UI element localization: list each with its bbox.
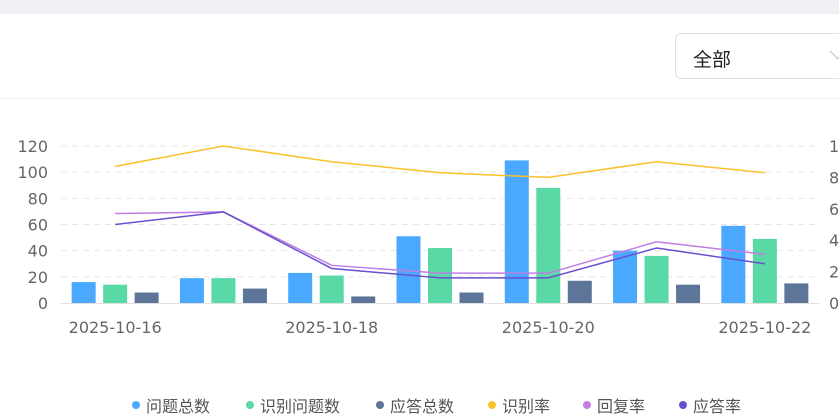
bar-识别问题数 bbox=[752, 238, 777, 303]
bar-应答总数 bbox=[351, 296, 376, 303]
x-tick-label: 2025-10-22 bbox=[718, 318, 811, 337]
legend-item[interactable]: 回复率 bbox=[583, 393, 645, 417]
y-right-tick-label: 20 bbox=[829, 263, 839, 282]
legend-dot-icon bbox=[583, 401, 591, 409]
y-left-tick-label: 0 bbox=[38, 294, 48, 313]
legend-item[interactable]: 识别问题数 bbox=[246, 393, 340, 417]
y-right-tick-label: 40 bbox=[829, 231, 839, 250]
legend-label: 应答总数 bbox=[390, 397, 455, 416]
bar-应答总数 bbox=[676, 284, 701, 303]
x-tick-label: 2025-10-18 bbox=[285, 318, 378, 337]
y-left-tick-label: 20 bbox=[28, 268, 48, 287]
chart-legend: 问题总数 识别问题数 应答总数 识别率 回复率 应答率 bbox=[0, 393, 839, 416]
y-right-tick-label: 100 bbox=[829, 137, 839, 156]
legend-label: 识别率 bbox=[502, 397, 551, 416]
filter-select-value: 全部 bbox=[693, 49, 732, 71]
bar-应答总数 bbox=[242, 288, 267, 303]
legend-item[interactable]: 应答总数 bbox=[376, 393, 454, 417]
bar-问题总数 bbox=[288, 272, 313, 303]
bar-识别问题数 bbox=[211, 278, 236, 303]
bar-识别问题数 bbox=[536, 187, 561, 303]
y-right-tick-label: 0 bbox=[829, 294, 839, 313]
y-left-tick-label: 120 bbox=[17, 137, 48, 156]
legend-dot-icon bbox=[376, 401, 384, 409]
bar-问题总数 bbox=[71, 282, 96, 303]
filter-select[interactable]: 全部 bbox=[675, 33, 839, 79]
line-识别率 bbox=[115, 145, 765, 179]
legend-label: 问题总数 bbox=[146, 397, 211, 416]
bar-识别问题数 bbox=[644, 255, 669, 303]
legend-item[interactable]: 应答率 bbox=[679, 393, 741, 417]
bar-问题总数 bbox=[179, 278, 204, 303]
legend-label: 回复率 bbox=[597, 397, 646, 416]
bar-问题总数 bbox=[721, 225, 746, 303]
legend-dot-icon bbox=[246, 401, 254, 409]
y-right-tick-label: 60 bbox=[829, 200, 839, 219]
legend-item[interactable]: 问题总数 bbox=[132, 393, 210, 417]
bar-识别问题数 bbox=[319, 275, 344, 303]
legend-dot-icon bbox=[132, 401, 140, 409]
legend-label: 应答率 bbox=[693, 397, 742, 416]
legend-dot-icon bbox=[679, 401, 687, 409]
y-right-tick-label: 80 bbox=[829, 168, 839, 187]
bar-应答总数 bbox=[459, 292, 484, 303]
bar-应答总数 bbox=[567, 280, 592, 303]
bar-应答总数 bbox=[134, 292, 159, 303]
y-left-tick-label: 100 bbox=[17, 163, 48, 182]
top-bar bbox=[0, 0, 839, 14]
bar-识别问题数 bbox=[428, 248, 452, 303]
legend-dot-icon bbox=[488, 401, 496, 409]
line-应答率 bbox=[115, 211, 765, 279]
legend-item[interactable]: 识别率 bbox=[488, 393, 550, 417]
bar-应答总数 bbox=[784, 283, 809, 303]
y-left-tick-label: 60 bbox=[28, 216, 48, 235]
x-tick-label: 2025-10-20 bbox=[502, 318, 595, 337]
bar-识别问题数 bbox=[103, 284, 128, 303]
legend-label: 识别问题数 bbox=[260, 397, 341, 416]
divider bbox=[0, 98, 839, 99]
combo-chart: 0 20 40 60 80 100 120 0 20 40 60 80 100 2025-10-16 202… bbox=[17, 137, 839, 337]
y-left-tick-label: 80 bbox=[28, 189, 48, 208]
x-tick-label: 2025-10-16 bbox=[69, 318, 162, 337]
y-left-tick-label: 40 bbox=[28, 242, 48, 261]
bar-问题总数 bbox=[504, 160, 529, 303]
